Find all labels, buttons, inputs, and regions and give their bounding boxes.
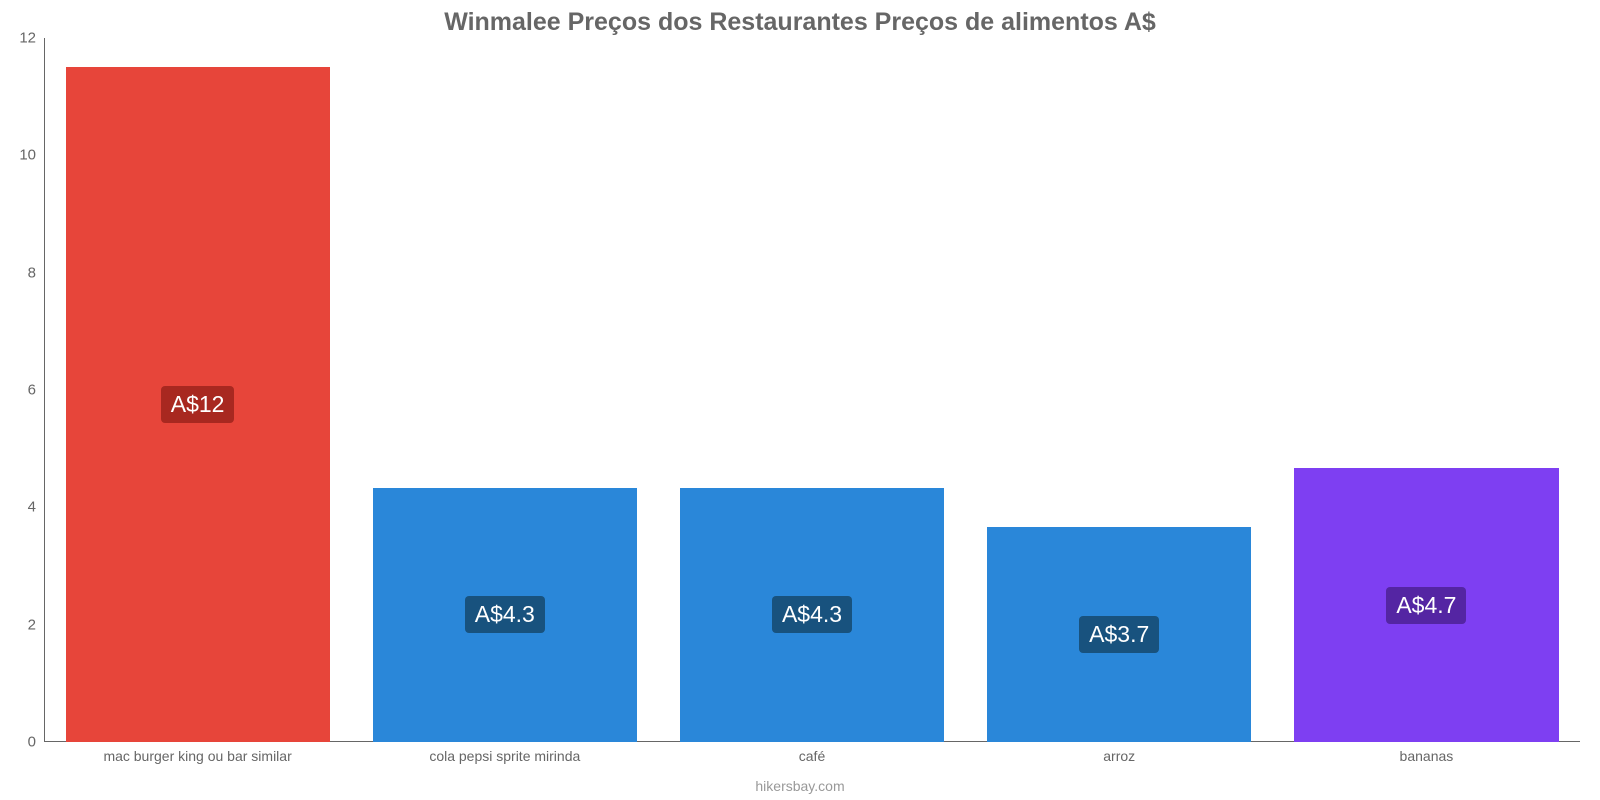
- bar-slot: A$12mac burger king ou bar similar: [44, 38, 351, 742]
- chart-container: Winmalee Preços dos Restaurantes Preços …: [0, 0, 1600, 800]
- bar: A$4.3: [680, 488, 944, 742]
- chart-title: Winmalee Preços dos Restaurantes Preços …: [0, 0, 1600, 41]
- bar-value-label: A$4.3: [465, 596, 545, 633]
- bar-slot: A$4.3café: [658, 38, 965, 742]
- bar: A$12: [66, 67, 330, 742]
- bar-slot: A$3.7arroz: [966, 38, 1273, 742]
- bar-value-label: A$4.7: [1386, 587, 1466, 624]
- bar-value-label: A$12: [161, 386, 235, 423]
- y-axis: 024681012: [0, 38, 44, 742]
- plot-area: A$12mac burger king ou bar similarA$4.3c…: [44, 38, 1580, 742]
- bar-value-label: A$3.7: [1079, 616, 1159, 653]
- y-tick-label: 6: [28, 382, 36, 399]
- bars-area: A$12mac burger king ou bar similarA$4.3c…: [44, 38, 1580, 742]
- y-tick-label: 12: [19, 30, 36, 47]
- y-tick-label: 4: [28, 499, 36, 516]
- y-tick-label: 10: [19, 147, 36, 164]
- x-tick-label: mac burger king ou bar similar: [103, 748, 291, 764]
- bar: A$3.7: [987, 527, 1251, 742]
- bar: A$4.3: [373, 488, 637, 742]
- bar-slot: A$4.3cola pepsi sprite mirinda: [351, 38, 658, 742]
- y-tick-label: 2: [28, 616, 36, 633]
- x-tick-label: bananas: [1400, 748, 1454, 764]
- bar-slot: A$4.7bananas: [1273, 38, 1580, 742]
- x-tick-label: cola pepsi sprite mirinda: [429, 748, 580, 764]
- x-tick-label: café: [799, 748, 825, 764]
- bar: A$4.7: [1294, 468, 1558, 742]
- y-tick-label: 0: [28, 734, 36, 751]
- bar-value-label: A$4.3: [772, 596, 852, 633]
- y-tick-label: 8: [28, 264, 36, 281]
- footer-source: hikersbay.com: [0, 778, 1600, 794]
- x-tick-label: arroz: [1103, 748, 1135, 764]
